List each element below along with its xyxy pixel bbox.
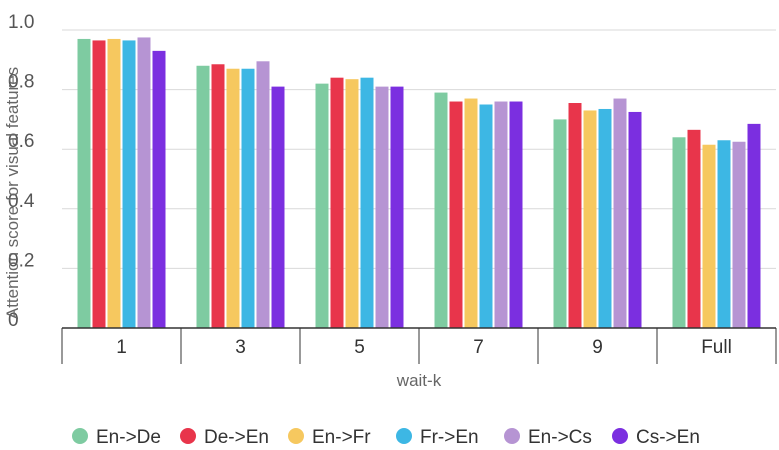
bar	[107, 38, 121, 328]
legend: En->De De->En En->Fr Fr->En En->Cs Cs->En	[72, 427, 700, 448]
legend-label: Fr->En	[420, 427, 479, 448]
bar	[92, 40, 106, 329]
x-tick-label: 3	[235, 337, 246, 358]
legend-label: Cs->En	[636, 427, 700, 448]
y-tick-label: 0.4	[8, 191, 35, 212]
bar	[509, 101, 523, 329]
bar	[211, 64, 225, 329]
legend-label: De->En	[204, 427, 269, 448]
bar	[672, 137, 686, 328]
bar	[464, 98, 478, 328]
bar	[613, 98, 627, 328]
y-tick-label: 0	[8, 310, 19, 331]
legend-marker	[612, 428, 628, 444]
bar	[315, 83, 329, 328]
bar	[568, 103, 582, 328]
bar	[226, 68, 240, 329]
bar	[330, 77, 344, 329]
bar	[390, 86, 404, 329]
legend-marker	[72, 428, 88, 444]
bar	[687, 129, 701, 328]
bar	[449, 101, 463, 329]
bar	[256, 61, 270, 328]
bars	[77, 37, 761, 329]
y-tick-labels: 0 0.2 0.4 0.6 0.8 1.0	[8, 12, 35, 331]
legend-label: En->Cs	[528, 427, 592, 448]
bar	[732, 141, 746, 328]
legend-marker	[396, 428, 412, 444]
bar	[360, 77, 374, 329]
bar	[241, 68, 255, 329]
y-tick-label: 0.2	[8, 250, 34, 271]
bar	[494, 101, 508, 329]
y-axis-label: Attention score for visual features	[3, 67, 22, 319]
bar	[598, 108, 612, 328]
bar	[553, 119, 567, 329]
bar	[152, 50, 166, 329]
x-tick-label: 9	[592, 337, 603, 358]
bar	[122, 40, 136, 329]
bar	[137, 37, 151, 328]
x-axis-label: wait-k	[396, 371, 442, 390]
y-tick-label: 1.0	[8, 12, 34, 33]
bar	[717, 140, 731, 328]
legend-marker	[288, 428, 304, 444]
bar	[583, 110, 597, 329]
x-tick-label: 5	[354, 337, 365, 358]
x-tick-label: Full	[701, 337, 732, 358]
bar	[434, 92, 448, 328]
bar	[702, 144, 716, 328]
legend-marker	[504, 428, 520, 444]
x-axis: 1 3 5 7 9 Full	[61, 327, 777, 364]
bar	[479, 104, 493, 328]
bar	[345, 79, 359, 328]
legend-label: En->De	[96, 427, 161, 448]
bar	[747, 123, 761, 329]
bar	[375, 86, 389, 329]
bar	[196, 65, 210, 328]
x-tick-label: 7	[473, 337, 484, 358]
y-tick-label: 0.6	[8, 131, 34, 152]
bar	[271, 86, 285, 329]
y-tick-label: 0.8	[8, 72, 34, 93]
legend-label: En->Fr	[312, 427, 371, 448]
x-tick-label: 1	[116, 337, 127, 358]
legend-marker	[180, 428, 196, 444]
gridlines	[62, 29, 776, 269]
bar	[628, 111, 642, 328]
bar	[77, 38, 91, 328]
